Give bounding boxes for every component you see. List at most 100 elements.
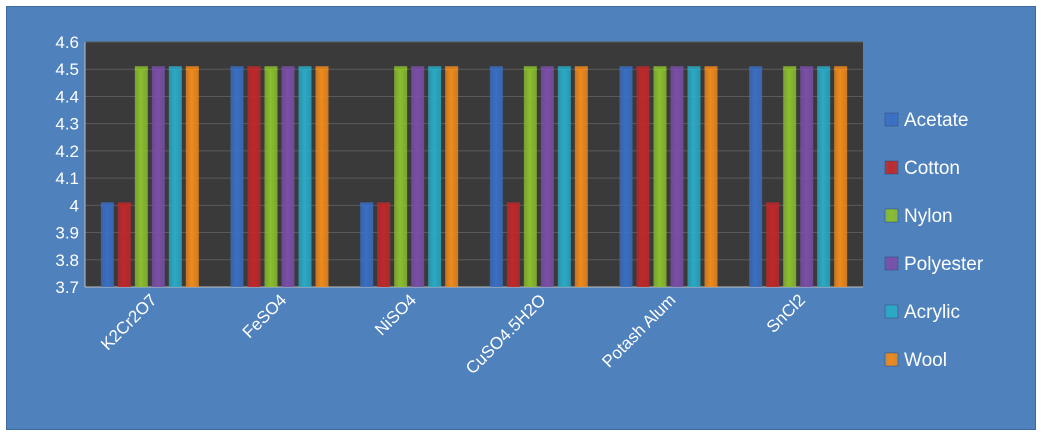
legend-label-wool: Wool xyxy=(904,350,947,371)
bar-cap xyxy=(506,202,520,207)
bar-acrylic-2 xyxy=(428,69,442,287)
x-category-label: NiSO4 xyxy=(371,290,420,339)
bar-nylon-4 xyxy=(653,69,667,287)
bar-acrylic-0 xyxy=(168,69,182,287)
bar-polyester-3 xyxy=(540,69,554,287)
bar-cap xyxy=(766,202,780,207)
bar-cap xyxy=(151,66,165,71)
bar-acetate-2 xyxy=(360,205,374,287)
bar-cotton-5 xyxy=(766,205,780,287)
y-tick-label: 4.3 xyxy=(55,115,79,134)
bar-wool-4 xyxy=(704,69,718,287)
bar-cap xyxy=(100,202,114,207)
bars xyxy=(100,66,848,287)
bar-nylon-0 xyxy=(134,69,148,287)
bar-cap xyxy=(281,66,295,71)
y-tick-label: 4.5 xyxy=(55,60,79,79)
bar-polyester-5 xyxy=(800,69,814,287)
bar-acetate-0 xyxy=(100,205,114,287)
bar-cap xyxy=(298,66,312,71)
bar-cap xyxy=(445,66,459,71)
plot-area xyxy=(85,42,863,287)
bar-nylon-3 xyxy=(523,69,537,287)
bar-wool-5 xyxy=(834,69,848,287)
y-tick-label: 4.2 xyxy=(55,142,79,161)
bar-cap xyxy=(247,66,261,71)
bar-acetate-4 xyxy=(619,69,633,287)
bar-cap xyxy=(636,66,650,71)
bar-cap xyxy=(411,66,425,71)
bar-cap xyxy=(230,66,244,71)
x-category-label: CuSO4.5H2O xyxy=(462,290,550,378)
legend-swatch-polyester xyxy=(884,256,899,271)
legend-swatch-nylon xyxy=(884,208,899,223)
bar-acetate-5 xyxy=(749,69,763,287)
bar-acetate-1 xyxy=(230,69,244,287)
bar-cap xyxy=(315,66,329,71)
chart-container: 3.7 3.8 3.9 4 4.1 4.2 4.3 4.4 4.5 4.6 K2Cr2O7 FeSO… xyxy=(6,6,1036,430)
bar-cap xyxy=(360,202,374,207)
bar-wool-3 xyxy=(574,69,588,287)
gridlines xyxy=(84,41,863,288)
bar-cap xyxy=(783,66,797,71)
bar-wool-0 xyxy=(185,69,199,287)
legend-label-acetate: Acetate xyxy=(904,110,968,131)
bar-polyester-1 xyxy=(281,69,295,287)
bar-cap xyxy=(134,66,148,71)
bar-chart: 3.7 3.8 3.9 4 4.1 4.2 4.3 4.4 4.5 4.6 K2Cr2O7 FeSO… xyxy=(55,33,984,378)
bar-cap xyxy=(168,66,182,71)
bar-polyester-4 xyxy=(670,69,684,287)
legend-label-cotton: Cotton xyxy=(904,158,960,179)
bar-acrylic-3 xyxy=(557,69,571,287)
bar-cap xyxy=(428,66,442,71)
y-tick-label: 3.9 xyxy=(55,224,79,243)
bar-nylon-2 xyxy=(394,69,408,287)
bar-cap xyxy=(117,202,131,207)
bar-cap xyxy=(557,66,571,71)
bar-cap xyxy=(704,66,718,71)
bar-cap xyxy=(687,66,701,71)
bar-cotton-3 xyxy=(506,205,520,287)
bar-cap xyxy=(574,66,588,71)
legend-label-polyester: Polyester xyxy=(904,254,984,275)
y-tick-label: 4.6 xyxy=(55,33,79,52)
y-tick-label: 4.4 xyxy=(55,87,79,106)
x-axis-categories: K2Cr2O7 FeSO4 NiSO4 CuSO4.5H2O Potash Alum Sn… xyxy=(97,290,809,378)
x-category-label: Potash Alum xyxy=(598,290,679,371)
bar-cap xyxy=(489,66,503,71)
legend-swatch-acetate xyxy=(884,112,899,127)
legend-label-acrylic: Acrylic xyxy=(904,302,960,323)
bar-nylon-1 xyxy=(264,69,278,287)
bar-cap xyxy=(817,66,831,71)
bar-cap xyxy=(653,66,667,71)
bar-cap xyxy=(800,66,814,71)
y-tick-label: 3.7 xyxy=(55,278,79,297)
bar-cap xyxy=(377,202,391,207)
bar-acrylic-5 xyxy=(817,69,831,287)
y-axis-ticks: 3.7 3.8 3.9 4 4.1 4.2 4.3 4.4 4.5 4.6 xyxy=(55,33,79,297)
legend-label-nylon: Nylon xyxy=(904,206,953,227)
bar-cap xyxy=(834,66,848,71)
bar-acrylic-1 xyxy=(298,69,312,287)
x-category-label: K2Cr2O7 xyxy=(97,290,161,354)
bar-polyester-0 xyxy=(151,69,165,287)
bar-wool-2 xyxy=(445,69,459,287)
bar-polyester-2 xyxy=(411,69,425,287)
bar-cap xyxy=(394,66,408,71)
x-category-label: FeSO4 xyxy=(239,290,291,342)
bar-cap xyxy=(264,66,278,71)
legend-swatch-wool xyxy=(884,352,899,367)
bar-nylon-5 xyxy=(783,69,797,287)
bar-acrylic-4 xyxy=(687,69,701,287)
bar-cotton-0 xyxy=(117,205,131,287)
legend: Acetate Cotton Nylon Polyester Acrylic Wool xyxy=(884,110,984,371)
x-category-label: SnCl2 xyxy=(763,290,809,336)
bar-cap xyxy=(749,66,763,71)
y-tick-label: 3.8 xyxy=(55,251,79,270)
bar-wool-1 xyxy=(315,69,329,287)
bar-cotton-2 xyxy=(377,205,391,287)
legend-swatch-acrylic xyxy=(884,304,899,319)
bar-acetate-3 xyxy=(489,69,503,287)
legend-swatch-cotton xyxy=(884,160,899,175)
bar-cap xyxy=(523,66,537,71)
